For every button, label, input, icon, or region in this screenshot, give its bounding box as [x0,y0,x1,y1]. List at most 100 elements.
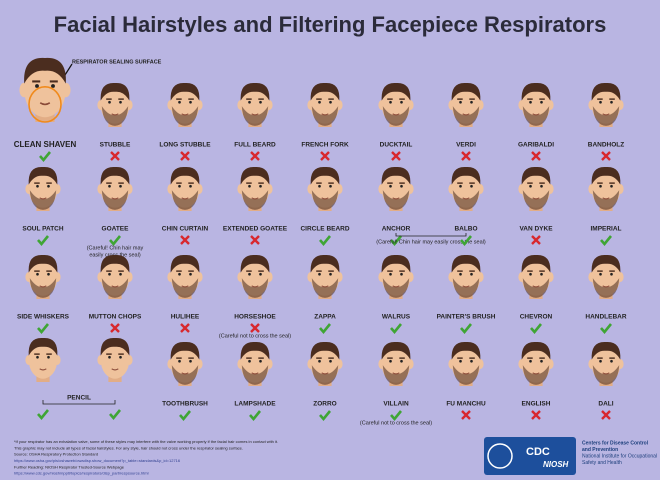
mouth [111,113,119,116]
hair [240,254,270,273]
eye [470,100,473,104]
eye [599,100,602,104]
eye [599,272,602,276]
hair [521,166,551,185]
hair [100,82,130,101]
brow [609,98,615,100]
brow [188,357,194,359]
check-icon [109,409,122,421]
brow [106,98,112,100]
mouth [39,102,51,106]
mouth [602,113,610,116]
hair [381,254,411,273]
beard [522,365,550,385]
cross-icon [531,235,541,245]
eye [189,184,192,188]
mouth [39,197,47,200]
eye [470,184,473,188]
check-icon [390,410,403,422]
hair [170,166,200,185]
cross-icon [461,151,471,161]
eye [400,100,403,104]
hair [591,82,621,101]
eye [108,100,111,104]
cross-icon [110,151,120,161]
eye [540,272,543,276]
eye [610,272,613,276]
respirator-outline [28,86,62,123]
style-label: LONG STUBBLE [159,142,211,149]
eye [119,355,122,359]
title: Facial Hairstyles and Filtering Facepiec… [54,12,607,37]
beard [452,190,480,210]
brow [246,270,252,272]
style-label: ANCHOR [382,226,411,233]
brow [118,182,124,184]
hair [100,166,130,185]
eye [108,355,111,359]
eye [51,84,55,88]
eye [459,100,462,104]
beard [241,190,269,210]
brow [176,270,182,272]
mouth [321,197,329,200]
hair [310,341,340,360]
style-label: IMPERIAL [590,226,621,233]
cross-icon [601,410,611,420]
bracket [42,400,116,405]
logo-niosh: NIOSH [543,460,569,469]
logo-cdc: CDC [526,446,550,458]
cross-icon [531,410,541,420]
eye [389,359,392,363]
beard [29,190,57,210]
footer-line: Source: OSHA Respiratory Protection Stan… [14,452,98,457]
style-label: ENGLISH [522,401,551,408]
hair [381,82,411,101]
eye [459,184,462,188]
brow [106,182,112,184]
check-icon [37,409,50,421]
check-icon [39,151,52,163]
eye [35,84,39,88]
check-icon [249,410,262,422]
eye [610,184,613,188]
mouth [181,285,189,288]
style-label: EXTENDED GOATEE [223,226,288,233]
mouth [462,372,470,375]
brow [118,270,124,272]
eye [529,184,532,188]
style-label: BANDHOLZ [588,142,624,149]
eye [36,184,39,188]
brow [387,357,393,359]
brow [597,357,603,359]
style-label: HORSESHOE [234,314,276,321]
beard [171,190,199,210]
mouth [39,368,47,371]
brow [246,357,252,359]
brow [49,80,58,83]
hair [24,57,66,84]
style-label: STUBBLE [100,142,131,149]
brow [399,98,405,100]
brow [34,353,40,355]
beard [522,106,550,126]
brow [387,98,393,100]
check-icon [319,235,332,247]
agency-name: and Prevention [582,447,618,453]
eye [47,184,50,188]
style-label: VAN DYKE [519,226,553,233]
mouth [111,197,119,200]
eye [259,359,262,363]
hair [100,254,130,273]
beard [101,278,129,298]
sealing-label: RESPIRATOR SEALING SURFACE [72,59,162,65]
eye [189,359,192,363]
style-label: CLEAN SHAVEN [14,140,77,149]
eye [400,272,403,276]
agency-name: Safety and Health [582,460,622,466]
mouth [602,372,610,375]
brow [316,182,322,184]
eye [178,272,181,276]
hair [240,166,270,185]
eye [47,355,50,359]
